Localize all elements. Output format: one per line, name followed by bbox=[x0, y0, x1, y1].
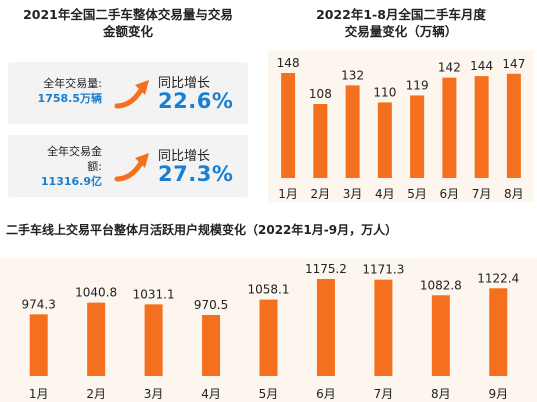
bar bbox=[377, 102, 392, 178]
category-label: 7月 bbox=[472, 187, 492, 201]
category-label: 2月 bbox=[311, 187, 331, 201]
data-label: 1040.8 bbox=[75, 286, 117, 300]
data-label: 974.3 bbox=[22, 297, 56, 311]
bar bbox=[506, 73, 521, 178]
category-label: 6月 bbox=[440, 187, 460, 201]
category-label: 8月 bbox=[431, 387, 451, 401]
bar bbox=[410, 95, 425, 178]
data-label: 144 bbox=[470, 59, 493, 73]
bar bbox=[489, 288, 508, 376]
bar bbox=[474, 76, 489, 178]
data-label: 1122.4 bbox=[477, 271, 519, 285]
volume-yoy-label: 同比增长 bbox=[158, 76, 211, 91]
bar bbox=[316, 279, 335, 376]
amount-yoy-value: 27.3% bbox=[158, 162, 234, 186]
bar bbox=[202, 315, 221, 376]
category-label: 4月 bbox=[201, 387, 221, 401]
data-label: 110 bbox=[373, 85, 396, 99]
data-label: 132 bbox=[341, 68, 364, 82]
left-title-line2: 金额变化 bbox=[102, 24, 153, 39]
bar bbox=[87, 302, 106, 376]
data-label: 1031.1 bbox=[133, 287, 175, 301]
tr-title-line2: 交易量变化（万辆） bbox=[344, 24, 458, 39]
bar bbox=[29, 314, 48, 376]
category-label: 5月 bbox=[407, 187, 427, 201]
amount-label-block: 全年交易金 额: 11316.9亿 bbox=[16, 144, 102, 189]
category-label: 3月 bbox=[343, 187, 363, 201]
stat-card-amount: 全年交易金 额: 11316.9亿 同比增长 27.3% bbox=[8, 135, 248, 197]
category-label: 7月 bbox=[374, 387, 394, 401]
data-label: 1058.1 bbox=[248, 283, 290, 297]
stat-card-volume: 全年交易量: 1758.5万辆 同比增长 22.6% bbox=[8, 62, 248, 124]
category-label: 2月 bbox=[86, 387, 106, 401]
monthly-volume-bar-chart: 148 1月 108 2月 132 3月 110 4月 119 5月 142 6月 144 7月 147 8月 bbox=[268, 50, 534, 202]
data-label: 147 bbox=[502, 57, 525, 71]
data-label: 108 bbox=[309, 87, 332, 101]
amount-label-line2: 额: bbox=[87, 160, 102, 173]
volume-label: 全年交易量: bbox=[43, 77, 102, 90]
category-label: 3月 bbox=[144, 387, 164, 401]
mau-bar-chart: 974.3 1月 1040.8 2月 1031.1 3月 970.5 4月 1058.1 5月 11… bbox=[0, 258, 537, 402]
data-label: 1082.8 bbox=[420, 278, 462, 292]
data-label: 142 bbox=[438, 61, 461, 75]
bar bbox=[442, 77, 457, 178]
mau-chart-title: 二手车线上交易平台整体月活跃用户规模变化（2022年1月-9月，万人） bbox=[6, 223, 398, 237]
volume-value: 1758.5万辆 bbox=[37, 92, 102, 105]
volume-yoy-value: 22.6% bbox=[158, 89, 234, 113]
data-label: 970.5 bbox=[194, 298, 228, 312]
monthly-volume-chart-title: 2022年1-8月全国二手车月度 交易量变化（万辆） bbox=[270, 6, 532, 40]
amount-value: 11316.9亿 bbox=[40, 175, 102, 188]
bar bbox=[281, 73, 296, 178]
bar bbox=[345, 85, 360, 178]
bar bbox=[431, 295, 450, 376]
bar bbox=[374, 279, 393, 376]
data-label: 1175.2 bbox=[305, 262, 347, 276]
growth-arrow-icon bbox=[114, 80, 149, 109]
data-label: 148 bbox=[277, 56, 300, 70]
category-label: 4月 bbox=[375, 187, 395, 201]
category-label: 6月 bbox=[316, 387, 336, 401]
left-panel-title: 2021年全国二手车整体交易量与交易 金额变化 bbox=[4, 6, 252, 40]
category-label: 8月 bbox=[504, 187, 524, 201]
volume-label-block: 全年交易量: 1758.5万辆 bbox=[16, 76, 102, 106]
category-label: 1月 bbox=[278, 187, 298, 201]
tr-title-line1: 2022年1-8月全国二手车月度 bbox=[316, 7, 486, 22]
category-label: 5月 bbox=[259, 387, 279, 401]
growth-arrow-icon bbox=[114, 153, 149, 182]
amount-yoy-label: 同比增长 bbox=[158, 149, 211, 164]
data-label: 119 bbox=[406, 78, 429, 92]
category-label: 9月 bbox=[488, 387, 508, 401]
bar bbox=[144, 304, 163, 376]
amount-label-line1: 全年交易金 bbox=[47, 145, 102, 158]
data-label: 1171.3 bbox=[362, 263, 404, 277]
bar bbox=[313, 104, 328, 178]
bar bbox=[259, 299, 278, 376]
category-label: 1月 bbox=[29, 387, 49, 401]
left-title-line1: 2021年全国二手车整体交易量与交易 bbox=[23, 7, 233, 22]
